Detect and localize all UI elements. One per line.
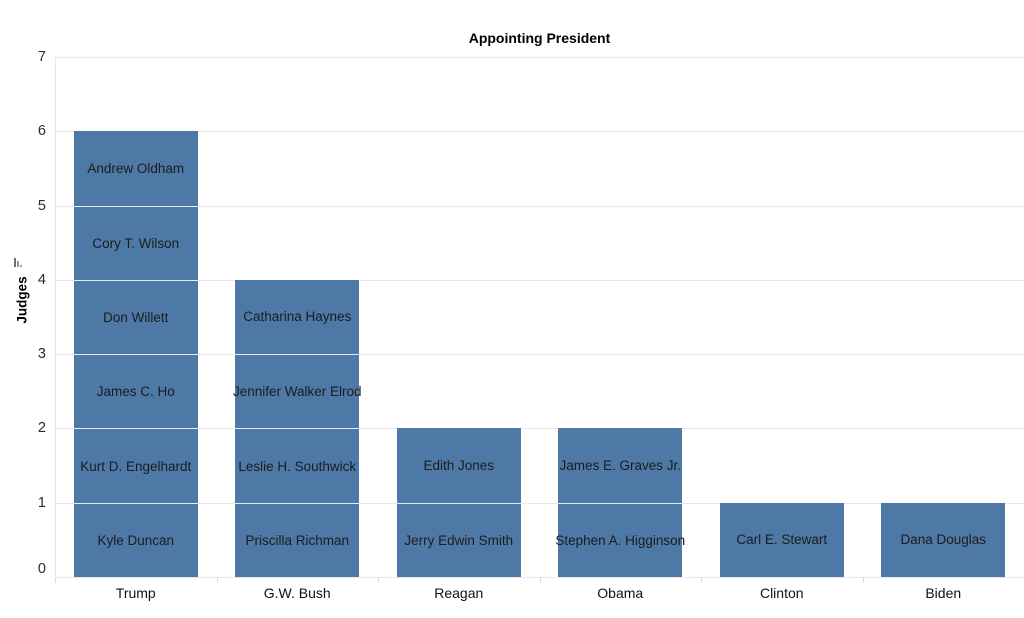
gridline [55,354,1024,356]
bar-segment[interactable]: Jennifer Walker Elrod [232,354,362,428]
x-category-label: Trump [115,585,156,601]
segment-label: Priscilla Richman [245,532,350,548]
bar-segment[interactable]: Jerry Edwin Smith [396,502,521,577]
sort-bar-1 [14,258,16,267]
segment-label: Kurt D. Engelhardt [80,458,192,474]
y-tick-label: 3 [37,346,46,363]
bar-segment[interactable]: James C. Ho [73,354,198,428]
x-category-label: Clinton [759,585,804,601]
bar-segment[interactable]: Edith Jones [397,428,521,502]
y-tick-label: 7 [37,49,46,65]
segment-label: Carl E. Stewart [736,532,828,548]
segment-label: James C. Ho [96,384,175,400]
bar-reagan[interactable]: Edith Jones Jerry Edwin Smith [396,428,521,577]
bar-segment[interactable]: Dana Douglas [881,503,1005,577]
segment-label: Cory T. Wilson [92,235,180,251]
y-tick-label: 6 [37,123,46,140]
bar-biden[interactable]: Dana Douglas [881,502,1006,577]
bar-segment[interactable]: James E. Graves Jr. [558,428,682,502]
bar-g-w-bush[interactable]: Catharina Haynes Jennifer Walker Elrod Les… [232,279,362,577]
y-tick-label: 2 [37,420,46,437]
bar-segment[interactable]: Kyle Duncan [73,502,198,577]
plot-area [55,57,1024,578]
bar-segment[interactable]: Carl E. Stewart [720,503,844,577]
x-category-label: Reagan [434,585,484,601]
y-tick-label: 0 [37,561,46,577]
x-axis-tick [378,577,379,583]
sort-descending-icon[interactable] [14,258,22,267]
y-axis-line [55,57,56,578]
gridline [55,428,1024,430]
gridline [55,279,1024,281]
x-axis-tick [539,577,541,583]
x-axis-tick [701,577,702,583]
segment-label: Andrew Oldham [87,160,185,176]
segment-label: Edith Jones [423,458,495,474]
segment-label: Catharina Haynes [243,309,352,325]
gridline [55,57,1024,58]
segment-label: Don Willett [103,309,169,325]
bar-segment[interactable]: Catharina Haynes [235,280,359,354]
bar-segment[interactable]: Leslie H. Southwick [235,428,360,502]
segment-label: Jerry Edwin Smith [404,532,514,548]
x-category-label: G.W. Bush [263,585,331,601]
segment-label: Stephen A. Higginson [555,532,686,548]
y-tick-label: 4 [37,271,46,288]
bar-segment[interactable]: Priscilla Richman [235,502,360,577]
x-category-label: Biden [925,585,962,601]
bar-segment[interactable]: Don Willett [73,279,198,354]
bar-obama[interactable]: James E. Graves Jr. Stephen A. Higginson [555,428,686,577]
x-axis-tick [216,577,218,583]
x-category-label: Obama [597,585,644,601]
bar-segment[interactable]: Stephen A. Higginson [555,502,686,577]
sort-bar-2 [17,261,19,267]
x-axis-tick [55,577,56,583]
segment-label: Dana Douglas [900,532,987,548]
gridline [55,502,1024,504]
y-tick-label: 5 [37,197,46,214]
chart-title: Appointing President [468,30,611,46]
bar-clinton[interactable]: Carl E. Stewart [719,502,844,577]
gridline [55,131,1024,133]
x-axis-tick [862,577,864,583]
bar-segment[interactable]: Kurt D. Engelhardt [73,428,198,502]
sort-bar-3 [20,265,22,267]
segment-label: Jennifer Walker Elrod [232,384,362,400]
bar-segment[interactable]: Cory T. Wilson [73,205,198,280]
segment-label: Kyle Duncan [97,532,175,548]
gridline [55,205,1024,207]
segment-label: Leslie H. Southwick [238,458,357,474]
bar-trump[interactable]: Andrew Oldham Cory T. Wilson Don Willett Ja… [73,131,198,577]
y-tick-label: 1 [37,494,46,511]
bar-segment[interactable]: Andrew Oldham [74,131,198,205]
segment-label: James E. Graves Jr. [559,458,682,474]
